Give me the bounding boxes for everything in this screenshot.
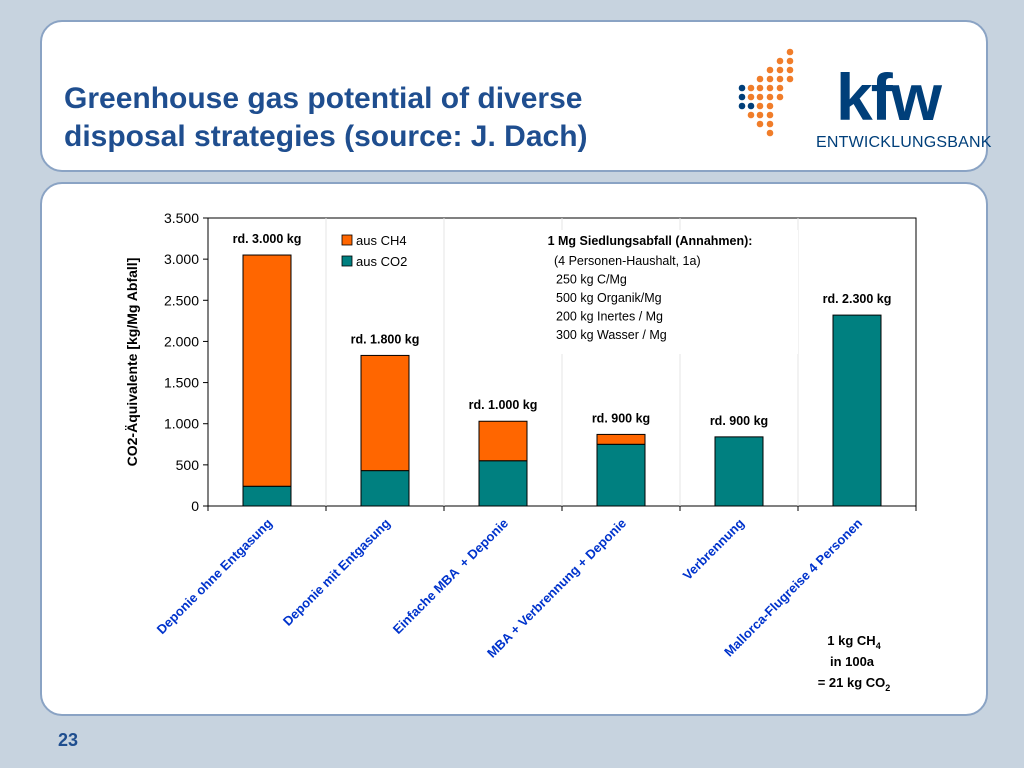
logo-dot (786, 75, 794, 83)
logo-dots-icon (738, 48, 794, 137)
logo-dot (756, 93, 764, 101)
legend-label: aus CH4 (356, 233, 407, 248)
bar-aus-co2 (360, 470, 410, 507)
annotation-line: (4 Personen-Haushalt, 1a) (554, 254, 701, 268)
annotation-line: 200 kg Inertes / Mg (556, 310, 663, 324)
logo-dot (747, 102, 755, 110)
footnote-line-3: = 21 kg CO2 (818, 675, 891, 693)
annotation-title: 1 Mg Siedlungsabfall (Annahmen): (548, 234, 753, 248)
logo-dot (766, 66, 774, 74)
legend-swatch (341, 234, 353, 246)
logo-dot (766, 120, 774, 128)
legend-swatch (341, 255, 353, 267)
bar-aus-ch4 (596, 433, 646, 445)
logo-dot (786, 57, 794, 65)
x-tick-label: MBA + Verbrennung + Deponie (484, 516, 629, 661)
chart: 0 500 1.000 1.500 2.000 2.500 3.000 3.500 CO2-Äq… (124, 210, 917, 693)
logo-dot (766, 102, 774, 110)
x-tick-label: Deponie ohne Entgasung (154, 515, 275, 636)
logo-dot (786, 66, 794, 74)
annotation-line: 250 kg C/Mg (556, 273, 627, 287)
annotation-line: 500 kg Organik/Mg (556, 291, 662, 305)
bar-value-label: rd. 2.300 kg (823, 292, 892, 306)
logo-dot (756, 84, 764, 92)
bar-aus-co2 (596, 443, 646, 507)
y-tick-label: 2.000 (164, 333, 199, 349)
bar-aus-co2 (714, 436, 764, 507)
bar-aus-co2 (832, 314, 882, 507)
logo-subtext: ENTWICKLUNGSBANK (816, 134, 992, 151)
logo-dot (738, 84, 746, 92)
bar-aus-ch4 (478, 420, 528, 462)
kfw-logo: kfw ENTWICKLUNGSBANK (736, 46, 991, 156)
x-tick-label: Einfache MBA + Deponie (390, 516, 511, 637)
footnote-line-2: in 100a (830, 654, 875, 669)
y-axis-label: CO2-Äquivalente [kg/Mg Abfall] (124, 258, 140, 467)
page-title: Greenhouse gas potential of diverse disp… (64, 82, 588, 153)
page-number: 23 (58, 730, 79, 750)
logo-dot (766, 93, 774, 101)
bar-aus-ch4 (360, 354, 410, 472)
bar-aus-ch4 (242, 254, 292, 487)
bar-value-label: rd. 900 kg (710, 414, 768, 428)
y-tick-label: 2.500 (164, 292, 199, 308)
chart-panel: 0 500 1.000 1.500 2.000 2.500 3.000 3.500 CO2-Äq… (40, 182, 988, 716)
logo-dot (776, 66, 784, 74)
logo-dot (776, 84, 784, 92)
y-tick-label: 1.500 (164, 375, 199, 391)
logo-dot (738, 93, 746, 101)
logo-dot (756, 111, 764, 119)
y-tick-label: 1.000 (164, 416, 199, 432)
logo-dot (766, 75, 774, 83)
logo-dot (776, 75, 784, 83)
logo-dot (766, 111, 774, 119)
y-tick-label: 500 (176, 457, 200, 473)
y-tick-label: 3.000 (164, 251, 199, 267)
x-tick-label: Deponie mit Entgasung (280, 515, 393, 628)
logo-dot (766, 129, 774, 137)
logo-dot (747, 84, 755, 92)
logo-dot (786, 48, 794, 56)
x-tick-label: Verbrennung (680, 515, 747, 582)
legend-label: aus CO2 (356, 254, 407, 269)
logo-dot (738, 102, 746, 110)
bar-value-label: rd. 1.000 kg (469, 398, 538, 412)
y-tick-label: 0 (191, 498, 199, 514)
bar-aus-co2 (242, 485, 292, 507)
logo-dot (766, 84, 774, 92)
bar-value-label: rd. 1.800 kg (351, 332, 420, 346)
logo-dot (776, 57, 784, 65)
annotation-line: 300 kg Wasser / Mg (556, 328, 667, 342)
logo-dot (747, 93, 755, 101)
logo-dot (756, 75, 764, 83)
bar-aus-co2 (478, 460, 528, 507)
logo-dot (776, 93, 784, 101)
bar-value-label: rd. 900 kg (592, 411, 650, 425)
bar-value-label: rd. 3.000 kg (233, 232, 302, 246)
logo-dot (756, 102, 764, 110)
annotation-background (520, 230, 798, 354)
title-panel: Greenhouse gas potential of diverse disp… (40, 20, 991, 172)
y-tick-label: 3.500 (164, 210, 199, 226)
logo-text: kfw (836, 60, 942, 134)
footnote-line-1: 1 kg CH4 (827, 633, 880, 651)
logo-dot (747, 111, 755, 119)
logo-dot (756, 120, 764, 128)
